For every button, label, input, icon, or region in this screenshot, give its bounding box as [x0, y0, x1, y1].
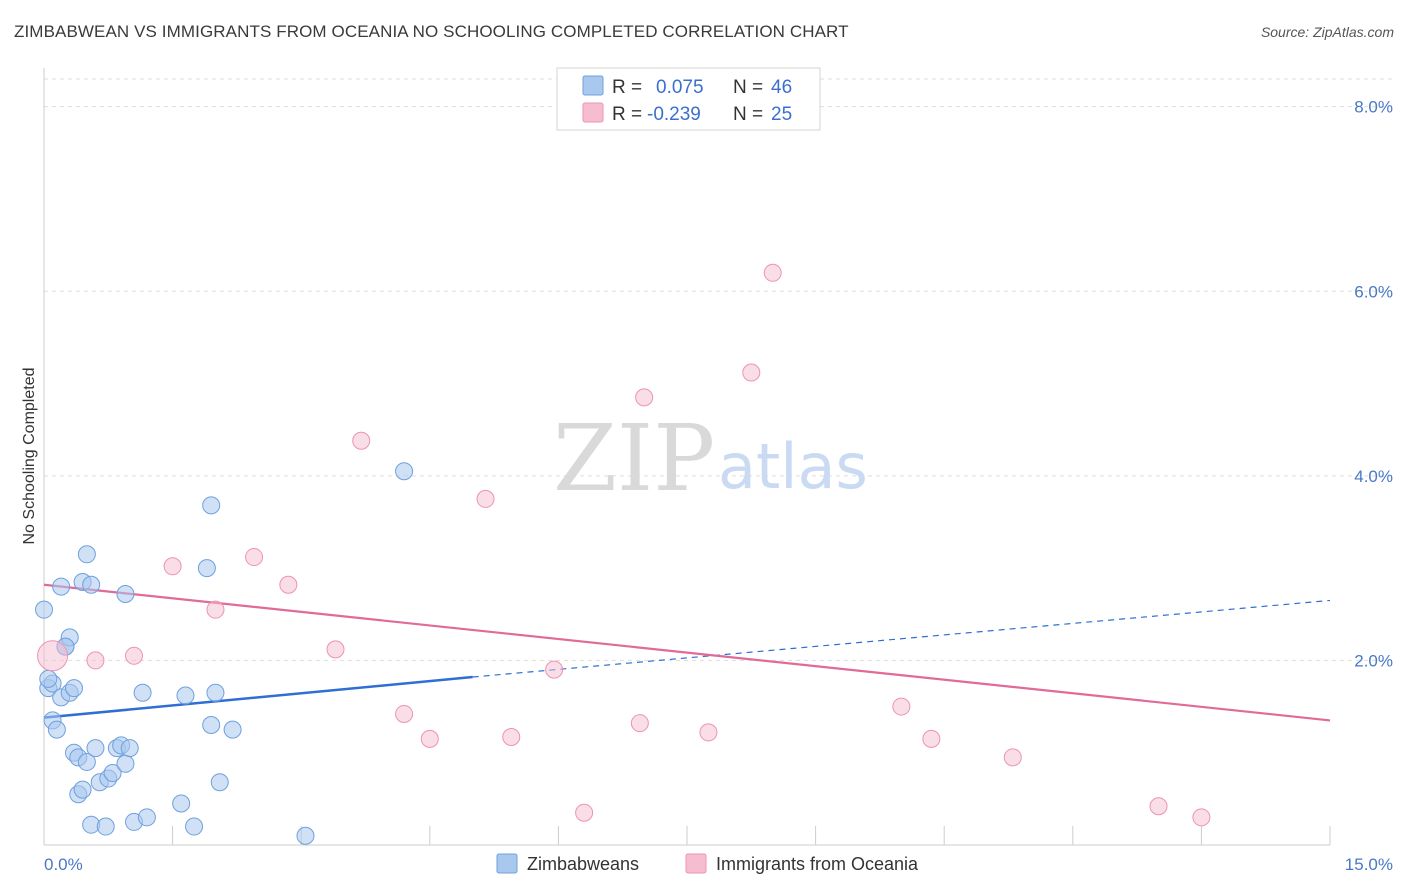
zimbabweans-points: [35, 462, 414, 845]
zimbabweans-point: [202, 496, 221, 515]
zimbabweans-point: [52, 577, 71, 596]
oceania-point: [922, 729, 941, 748]
zimbabweans-point: [116, 584, 135, 603]
x-tick-label: 0.0%: [44, 855, 83, 874]
zimbabweans-point: [296, 826, 315, 845]
zimbabweans-point: [120, 739, 139, 758]
gridlines: [44, 78, 1392, 661]
oceania-point: [763, 263, 782, 282]
zimbabweans-point: [206, 683, 225, 702]
oceania-points: [37, 263, 1211, 827]
correlation-legend: R = 0.075 N = 46 R = -0.239 N = 25: [556, 67, 821, 131]
oceania-point: [545, 660, 564, 679]
series-legend-blue-swatch: [496, 853, 518, 874]
oceania-point: [1149, 797, 1168, 816]
zimbabweans-point: [395, 462, 414, 481]
zimbabweans-point: [185, 817, 204, 836]
axes: [43, 68, 1331, 846]
legend-pink-n-label: N =: [733, 104, 763, 125]
zimbabweans-point: [82, 575, 101, 594]
oceania-point: [245, 548, 264, 567]
series-legend-pink-swatch: [685, 853, 707, 874]
oceania-point: [635, 388, 654, 407]
oceania-point: [742, 363, 761, 382]
series-legend-blue-label: Zimbabweans: [527, 854, 639, 874]
zimbabweans-point: [176, 686, 195, 705]
zimbabweans-point: [116, 754, 135, 773]
series-legend-pink-label: Immigrants from Oceania: [716, 854, 919, 874]
oceania-point: [163, 557, 182, 576]
oceania-point: [125, 646, 144, 665]
oceania-point: [1003, 748, 1022, 767]
oceania-point: [699, 723, 718, 742]
legend-pink-n-value: 25: [771, 104, 792, 125]
zimbabweans-point: [133, 683, 152, 702]
zimbabweans-point: [197, 559, 216, 578]
legend-pink-swatch: [582, 102, 604, 123]
zimbabweans-point: [202, 716, 221, 735]
oceania-point: [892, 697, 911, 716]
zimbabweans-point: [73, 780, 92, 799]
oceania-point: [326, 640, 345, 659]
x-tick-label: 15.0%: [1345, 855, 1393, 874]
y-tick-label: 4.0%: [1354, 467, 1393, 486]
oceania-point: [352, 431, 371, 450]
legend-pink-r-label: R =: [612, 104, 642, 125]
legend-blue-n-label: N =: [733, 77, 763, 98]
zimbabweans-trend-extension: [472, 599, 1331, 678]
oceania-point: [476, 489, 495, 508]
trend-lines: [43, 583, 1331, 722]
oceania-point: [279, 575, 298, 594]
watermark-atlas: atlas: [718, 430, 868, 503]
zimbabweans-point: [86, 739, 105, 758]
oceania-point: [1192, 808, 1211, 827]
zimbabweans-point: [210, 773, 229, 792]
zimbabweans-trend-line: [43, 675, 473, 719]
legend-blue-swatch: [582, 75, 604, 96]
zimbabweans-point: [96, 817, 115, 836]
watermark-zip: ZIP: [553, 405, 715, 512]
oceania-point: [630, 714, 649, 733]
zimbabweans-point: [65, 679, 84, 698]
oceania-point: [502, 728, 521, 747]
oceania-point: [206, 600, 225, 619]
y-tick-label: 6.0%: [1354, 282, 1393, 301]
y-axis-label: No Schooling Completed: [21, 368, 38, 545]
zimbabweans-point: [77, 752, 96, 771]
y-tick-label: 2.0%: [1354, 651, 1393, 670]
oceania-point: [37, 640, 69, 672]
y-tick-label: 8.0%: [1354, 98, 1393, 117]
oceania-point: [420, 729, 439, 748]
legend-pink-r-value: -0.239: [647, 104, 701, 125]
legend-blue-r-value: 0.075: [656, 77, 704, 98]
chart-title: ZIMBABWEAN VS IMMIGRANTS FROM OCEANIA NO…: [14, 22, 849, 41]
oceania-point: [86, 651, 105, 670]
zimbabweans-point: [35, 600, 53, 619]
x-tick-labels: 0.0% 15.0%: [44, 855, 1393, 874]
legend-blue-r-label: R =: [612, 77, 642, 98]
zimbabweans-point: [39, 669, 58, 688]
series-legend: Zimbabweans Immigrants from Oceania: [496, 853, 919, 874]
zimbabweans-point: [223, 720, 242, 739]
zimbabweans-point: [77, 545, 96, 564]
zimbabweans-point: [103, 764, 122, 783]
zimbabweans-point: [47, 720, 66, 739]
source-credit: Source: ZipAtlas.com: [1260, 24, 1394, 40]
oceania-point: [575, 803, 594, 822]
watermark: ZIP atlas: [553, 405, 868, 512]
oceania-point: [395, 704, 414, 723]
zimbabweans-point: [137, 808, 156, 827]
oceania-trend-line: [43, 583, 1331, 722]
y-tick-labels: 2.0% 4.0% 6.0% 8.0%: [1354, 98, 1393, 671]
legend-blue-n-value: 46: [771, 77, 792, 98]
zimbabweans-point: [172, 794, 191, 813]
